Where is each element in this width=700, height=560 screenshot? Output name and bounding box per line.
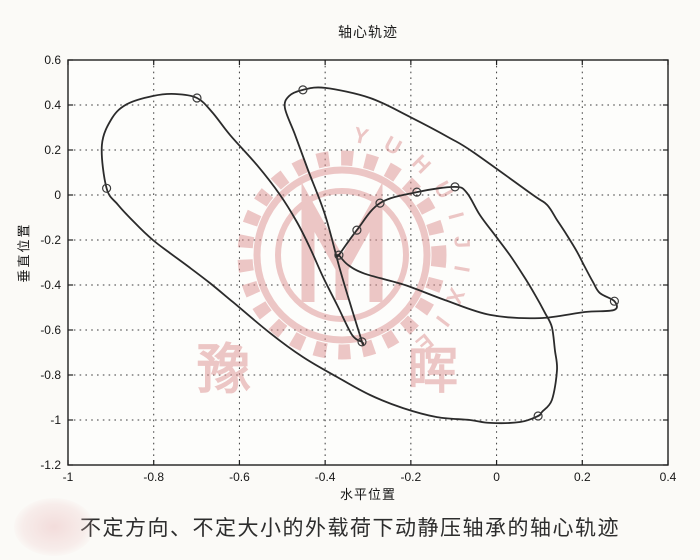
y-tick-label: 0.2 xyxy=(44,143,61,157)
y-tick-label: -1.2 xyxy=(40,458,61,472)
x-tick-label: 0 xyxy=(493,470,500,484)
data-point-marker xyxy=(298,85,308,95)
x-tick-label: -0.4 xyxy=(315,470,336,484)
axes-box xyxy=(67,59,669,466)
y-tick-label: -0.6 xyxy=(40,323,61,337)
watermark-gear-teeth xyxy=(237,150,447,360)
x-tick-label: 0.2 xyxy=(574,470,591,484)
data-point-marker xyxy=(450,182,460,192)
y-tick-label: -0.2 xyxy=(40,233,61,247)
data-point-marker xyxy=(352,225,362,235)
plot-area xyxy=(68,60,668,465)
data-point-marker xyxy=(609,296,620,306)
data-point-marker xyxy=(533,411,543,421)
chart-title: 轴心轨迹 xyxy=(338,24,398,40)
watermark-gear-body xyxy=(253,166,431,344)
data-point-marker xyxy=(357,337,367,347)
figure-caption: 不定方向、不定大小的外载荷下动静压轴承的轴心轨迹 xyxy=(80,516,620,540)
x-tick-label: 0.4 xyxy=(660,470,677,484)
x-tick-label: -0.6 xyxy=(229,470,250,484)
y-tick-label: 0 xyxy=(54,188,61,202)
y-tick-label: -0.8 xyxy=(40,368,61,382)
data-point-marker xyxy=(334,250,344,260)
watermark-inner-ring xyxy=(275,188,409,322)
data-point-marker xyxy=(192,93,202,103)
orbit-curve xyxy=(100,86,618,425)
x-tick-label: -0.2 xyxy=(401,470,422,484)
watermark-char-left: 豫 xyxy=(197,340,251,400)
y-tick-label: -0.4 xyxy=(40,278,61,292)
data-point-marker xyxy=(101,183,112,193)
x-axis-label: 水平位置 xyxy=(339,487,396,502)
y-tick-label: 0.4 xyxy=(44,98,61,112)
watermark-smudge xyxy=(14,498,94,556)
y-tick-label: -1 xyxy=(50,413,61,427)
data-point-marker xyxy=(375,198,385,208)
y-axis-label: 垂直位置 xyxy=(16,222,32,283)
data-point-marker xyxy=(412,187,422,197)
x-tick-label: -1 xyxy=(63,470,74,484)
x-tick-label: -0.8 xyxy=(143,470,164,484)
watermark-char-right: 晖 xyxy=(408,343,458,399)
y-tick-label: 0.6 xyxy=(44,53,61,67)
